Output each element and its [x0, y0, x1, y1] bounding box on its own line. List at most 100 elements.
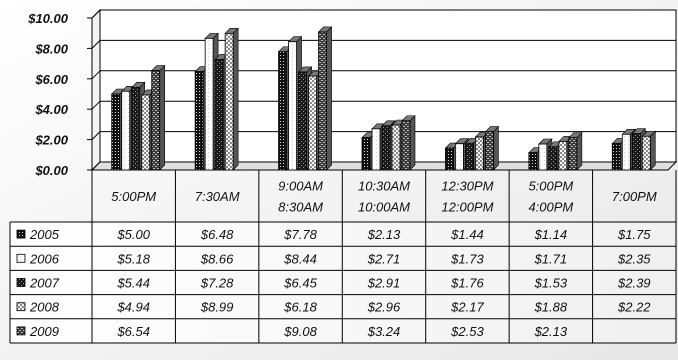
data-label: $2.96 — [367, 300, 401, 315]
bar-front — [631, 133, 641, 171]
bar-front — [455, 143, 464, 171]
y-tick-label: $2.00 — [34, 133, 68, 148]
category-label: 5:00PM — [528, 179, 573, 194]
bar-side — [649, 130, 656, 171]
bar-front — [568, 137, 578, 171]
bar-front — [151, 70, 161, 171]
gridline-side — [91, 161, 101, 171]
bar-2009-3 — [401, 115, 416, 171]
data-label: $1.73 — [450, 251, 484, 266]
data-label: $7.28 — [200, 276, 234, 291]
data-label: $3.24 — [367, 324, 401, 339]
data-label: $2.13 — [534, 324, 568, 339]
category-label: 7:00PM — [612, 189, 657, 204]
legend-label-2005: 2005 — [29, 227, 60, 242]
bar-2008-1 — [224, 27, 239, 171]
gridline-side — [91, 9, 101, 19]
bar-front — [621, 133, 631, 171]
table-background — [10, 222, 676, 343]
legend-key-2005 — [16, 229, 26, 239]
bar-front — [111, 93, 121, 171]
gridline-side — [91, 100, 101, 110]
bar-2009-2 — [317, 26, 333, 171]
bar-front — [204, 37, 214, 171]
category-label: 12:00PM — [441, 200, 493, 215]
legend-label-2009: 2009 — [29, 324, 59, 339]
data-label: $4.94 — [116, 300, 150, 315]
y-axis: $0.00 $2.00 $4.00 $6.00 $8.00 $10.00 — [27, 11, 93, 178]
data-label: $1.75 — [617, 227, 651, 242]
data-label: $8.99 — [200, 300, 234, 315]
bar-front — [528, 152, 538, 171]
bar-front — [371, 128, 381, 171]
category-label: 10:30AM — [358, 179, 410, 194]
plot-side-wall — [91, 8, 101, 172]
category-label: 10:00AM — [358, 200, 410, 215]
bar-front — [558, 141, 568, 171]
category-label: 5:00PM — [111, 189, 156, 204]
bar-side — [493, 125, 499, 171]
bar-front — [641, 135, 651, 171]
y-tick-label: $0.00 — [34, 163, 68, 178]
data-label: $2.53 — [450, 324, 484, 339]
data-label: $2.22 — [617, 300, 651, 315]
bar-front — [224, 32, 234, 171]
bar-2009-0 — [150, 64, 166, 171]
bar-side — [576, 131, 583, 171]
data-label: $5.18 — [116, 251, 150, 266]
category-label: 9:00AM — [278, 179, 323, 194]
bar-front — [308, 75, 317, 171]
bars — [110, 26, 657, 171]
bar-front — [318, 31, 327, 171]
legend-key-2009 — [16, 326, 26, 336]
bar-2009-5 — [568, 131, 583, 171]
y-tick-label: $4.00 — [34, 102, 68, 117]
category-label: 8:30AM — [278, 200, 323, 215]
bar-front — [485, 131, 494, 171]
bar-front — [278, 51, 287, 171]
data-label: $2.71 — [367, 251, 401, 266]
data-label: $2.13 — [367, 227, 401, 242]
bar-side — [326, 26, 332, 171]
data-label: $2.39 — [617, 276, 651, 291]
data-label: $1.14 — [534, 227, 568, 242]
data-label: $1.53 — [534, 276, 568, 291]
bar-2008-6 — [641, 130, 657, 171]
bar-front — [401, 120, 411, 171]
gridline-side — [91, 131, 101, 140]
legend-label-2006: 2006 — [29, 251, 60, 266]
bar-front — [475, 136, 484, 171]
y-tick-label: $8.00 — [34, 41, 68, 56]
data-label: $2.91 — [367, 276, 401, 291]
data-label: $8.66 — [200, 251, 234, 266]
data-table: 5:00PM 7:30AM 9:00AM 8:30AM 10:30AM 10:00AM 12… — [9, 170, 677, 344]
data-label: $5.00 — [116, 227, 150, 242]
y-tick-label: $6.00 — [34, 72, 68, 87]
legend-key-2006 — [16, 253, 26, 263]
bar-front — [141, 94, 151, 171]
bar-side — [409, 115, 416, 171]
bar-front — [391, 124, 401, 171]
legend-label-2007: 2007 — [29, 276, 60, 291]
bar-front — [131, 86, 141, 171]
data-label: $2.35 — [617, 251, 651, 266]
bar-front — [194, 71, 204, 171]
data-label: $1.44 — [450, 227, 484, 242]
y-tick-label: $10.00 — [27, 11, 69, 26]
bar-front — [548, 146, 558, 171]
gridline-side — [91, 70, 101, 80]
bar-side — [232, 27, 239, 171]
bar-front — [381, 125, 391, 171]
data-label: $6.48 — [200, 227, 234, 242]
bar-front — [361, 137, 371, 171]
data-label: $8.44 — [283, 251, 317, 266]
legend-key-2007 — [16, 278, 26, 287]
data-label: $2.17 — [450, 300, 484, 315]
bar-front — [465, 142, 474, 171]
data-label: $7.78 — [283, 227, 317, 242]
bar-front — [298, 71, 307, 171]
bar-side — [159, 64, 166, 171]
bar-front — [288, 41, 297, 171]
